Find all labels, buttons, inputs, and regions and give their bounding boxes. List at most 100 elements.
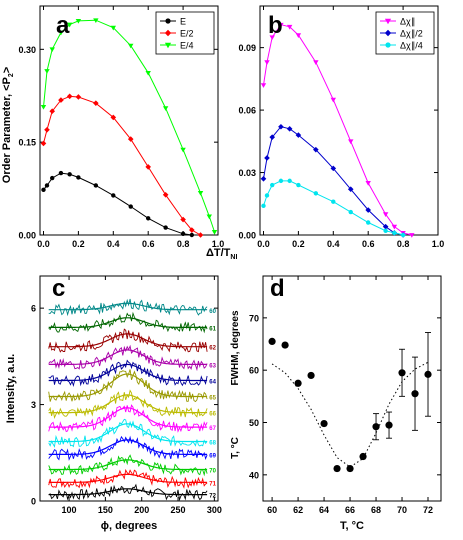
- panel-c-y-axis-label: Intensity, a.u.: [5, 354, 17, 423]
- panel-b-y-tick-label: 0.00: [238, 231, 256, 241]
- shared-x-axis-label: ΔT/TNI: [206, 247, 237, 261]
- panel-a-data-point: [49, 108, 56, 115]
- panel-d-data-point: [385, 421, 393, 429]
- panel-a-data-point: [44, 126, 50, 133]
- panel-a-legend-marker: [164, 29, 172, 37]
- panel-c-curve-noisy-line: [48, 344, 208, 372]
- panel-b-x-tick-label: 0.8: [397, 239, 410, 249]
- panel-b-data-point: [400, 232, 406, 238]
- panel-b-legend-label: Δχ∥/4: [400, 41, 423, 51]
- panel-b-data-point: [409, 233, 415, 238]
- panel-b-data-point: [269, 35, 275, 41]
- panel-d-fit-line: [271, 361, 429, 468]
- panel-a-data-point: [180, 231, 186, 236]
- panel-d-x-axis-label: T, °C: [340, 520, 364, 532]
- panel-b-data-point: [286, 126, 293, 132]
- panel-a-data-point: [163, 225, 168, 230]
- panel-c-curve-fit-line: [48, 439, 208, 455]
- panel-c-curve-fit-line: [48, 363, 208, 382]
- panel-a-data-point: [76, 175, 81, 180]
- panel-d-y-tick-label: 50: [249, 418, 259, 428]
- panel-c-curve-label: 70: [209, 469, 216, 475]
- panel-b-data-point: [365, 207, 371, 213]
- panel-d-y-axis-label: FWHM, degrees: [230, 310, 241, 385]
- panel-c-curve-65: 65: [48, 369, 217, 403]
- panel-c-curve-label: 68: [209, 441, 216, 447]
- panel-c-label: c: [52, 275, 65, 302]
- panel-d-data-point: [268, 337, 276, 346]
- shared-x-axis-label-subscript: NI: [230, 254, 237, 261]
- panel-c-curve-fit-line: [48, 488, 208, 496]
- panel-a-x-tick-label: 0.6: [142, 239, 155, 249]
- panel-c-curve-69: 69: [48, 435, 217, 461]
- panel-c-curve-63: 63: [48, 344, 217, 372]
- panel-b-data-point: [270, 182, 275, 188]
- panel-c-curve-label: 63: [209, 363, 216, 369]
- panel-b-data-point: [278, 22, 284, 28]
- panel-a-legend-marker: [164, 42, 172, 49]
- panel-a-data-point: [93, 183, 99, 188]
- panel-c-curve-label: 69: [209, 453, 216, 459]
- panel-a-y-tick-label: 0.30: [18, 45, 36, 55]
- panel-c-curve-noisy-line: [48, 311, 208, 334]
- shared-x-axis-label-text: ΔT/T: [206, 247, 231, 259]
- panel-a-series-1: [41, 170, 195, 238]
- panel-b-data-point: [295, 132, 302, 138]
- panel-b-data-point: [347, 186, 354, 192]
- panel-b-data-point: [269, 134, 276, 140]
- panel-b-label: b: [268, 12, 283, 39]
- panel-a-y-axis-label-text: Order Parameter, <P: [1, 77, 13, 183]
- panel-a-x-tick-label: 1.0: [212, 239, 225, 249]
- panel-a-series-line: [43, 95, 201, 236]
- panel-c-curve-fit-line: [48, 349, 208, 365]
- panel-a-data-point: [180, 216, 186, 223]
- panel-a-data-point: [49, 47, 55, 53]
- panel-c-curve-fit-line: [48, 423, 208, 443]
- panel-c-curve-noisy-line: [48, 328, 208, 353]
- panel-a-legend-marker: [165, 18, 171, 24]
- panel-c-curve-fit-line: [48, 473, 208, 483]
- panel-a-data-point: [145, 216, 151, 221]
- panel-b-data-point: [286, 24, 293, 30]
- panel-a-data-point: [127, 136, 134, 142]
- panel-a-data-point: [75, 18, 82, 24]
- panel-c-curve-68: 68: [48, 418, 217, 448]
- panel-c-curve-label: 72: [209, 494, 216, 500]
- panel-b-chart: 0.0 0.2 0.4 0.6 0.8 1.00.000.030.060.09Δχ∥Δχ∥…: [238, 5, 444, 249]
- panel-a-data-point: [75, 94, 82, 100]
- panel-c-curve-fit-line: [48, 394, 208, 414]
- panel-a-data-point: [162, 106, 169, 111]
- panel-c-curve-label: 71: [209, 481, 216, 487]
- panel-d-label: d: [270, 275, 285, 302]
- panel-c-curve-label: 67: [209, 426, 216, 432]
- panel-b-y-tick-label: 0.06: [238, 106, 256, 116]
- panel-b-x-tick-label: 0.0: [257, 239, 270, 249]
- panel-a-y-axis-label-end: >: [1, 67, 13, 73]
- panel-b-data-point: [261, 203, 266, 209]
- panel-c-curve-noisy-line: [48, 454, 208, 477]
- panel-b-data-point: [295, 33, 302, 38]
- panel-b-x-tick-label: 0.2: [292, 239, 305, 249]
- panel-c-curve-70: 70: [48, 454, 217, 477]
- panel-c-curve-fit-line: [48, 373, 208, 398]
- panel-c-curve-label: 62: [209, 346, 216, 352]
- panel-d-chart: 60 62 64 66 68 70 72 40 50 60 70 T, °C FWHM, degrees…: [230, 275, 442, 532]
- panel-a-data-point: [44, 69, 50, 74]
- panel-b-frame: [259, 5, 439, 236]
- panel-b-data-point: [365, 181, 371, 186]
- panel-a-legend: E E/2 E/4: [155, 11, 215, 55]
- panel-d-data-point: [398, 369, 406, 377]
- panel-a-data-point: [110, 25, 116, 31]
- panel-a-data-point: [40, 140, 47, 147]
- panel-b-data-point: [313, 146, 319, 153]
- panel-b-data-point: [313, 191, 319, 196]
- panel-a-data-point: [44, 183, 50, 188]
- panel-d-data-point: [320, 419, 328, 428]
- panel-d-data-point: [411, 390, 419, 398]
- panel-b-data-point: [330, 165, 337, 172]
- panel-c-curve-noisy-line: [48, 359, 208, 387]
- panel-a-series-line: [43, 172, 192, 236]
- panel-d-data-point: [333, 464, 341, 473]
- panel-d-x-tick-label: 72: [423, 505, 433, 515]
